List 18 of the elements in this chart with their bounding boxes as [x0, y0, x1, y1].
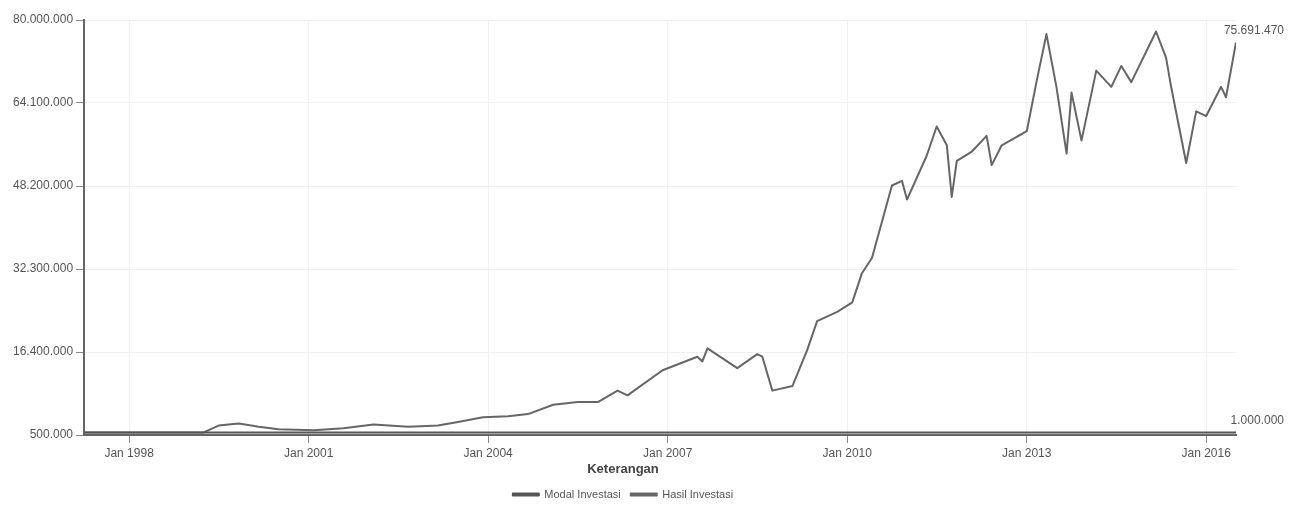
legend-label: Modal Investasi — [544, 487, 621, 500]
y-tick-label: 16.400.000 — [13, 344, 74, 359]
x-tick-label: Jan 2010 — [822, 445, 873, 460]
y-tick-label: 64.100.000 — [13, 95, 74, 110]
x-tick-label: Jan 2004 — [463, 445, 514, 460]
legend-label: Hasil Investasi — [662, 487, 734, 500]
y-tick-label: 500.000 — [29, 427, 74, 442]
y-tick-label: 80.000.000 — [13, 12, 74, 27]
y-tick-label: 48.200.000 — [13, 178, 74, 193]
x-tick-label: Jan 2016 — [1181, 445, 1232, 460]
legend-title: Keterangan — [587, 461, 659, 477]
annotation: 1.000.000 — [1230, 412, 1285, 427]
x-tick-label: Jan 1998 — [104, 445, 155, 460]
x-tick-label: Jan 2007 — [642, 445, 693, 460]
x-tick-label: Jan 2013 — [1002, 445, 1052, 460]
annotation: 75.691.470 — [1223, 22, 1285, 37]
y-tick-label: 32.300.000 — [13, 261, 74, 276]
x-tick-label: Jan 2001 — [283, 445, 334, 460]
